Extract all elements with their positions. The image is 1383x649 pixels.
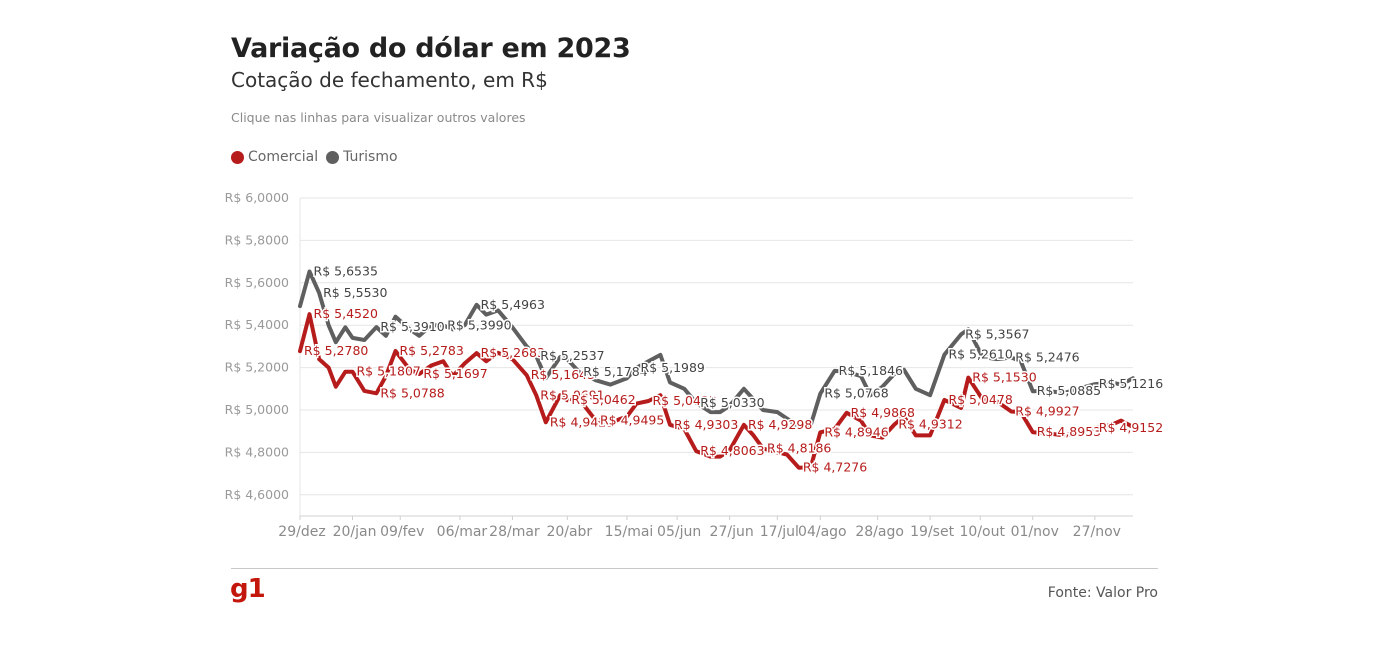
x-tick-label: 04/ago [798,524,847,540]
data-label-comercial: R$ 5,0691 [540,387,604,402]
data-label-comercial: R$ 4,8186 [767,440,831,455]
data-label-comercial: R$ 4,9312 [898,417,962,432]
data-label-turismo: R$ 5,1846 [839,363,903,378]
y-tick-label: R$ 5,2000 [225,360,289,375]
x-tick-label: 17/jul [760,524,799,540]
legend-label-comercial: Comercial [248,149,319,165]
y-tick-label: R$ 4,8000 [225,444,289,459]
data-label-turismo: R$ 5,1216 [1099,376,1163,391]
x-axis-tick-labels: 29/dez 20/jan 09/fev 06/mar 28/mar 20/abr 15/m… [278,516,1121,540]
y-tick-label: R$ 5,4000 [225,317,289,332]
y-tick-label: R$ 4,6000 [225,487,289,502]
data-label-comercial: R$ 4,9495 [600,413,664,428]
x-tick-label: 15/mai [605,524,654,540]
data-label-comercial: R$ 5,1807 [357,364,421,379]
data-label-comercial: R$ 5,4520 [314,306,378,321]
chart-instruction-note: Clique nas linhas para visualizar outros… [231,110,526,125]
legend-item-turismo[interactable]: Turismo [326,149,398,165]
chart-title: Variação do dólar em 2023 [231,33,631,64]
footer-divider [231,568,1158,569]
x-tick-label: 28/mar [489,524,540,540]
x-tick-label: 20/jan [333,524,377,540]
data-label-comercial: R$ 5,2683 [481,345,545,360]
data-label-comercial: R$ 4,9868 [851,405,915,420]
legend-dot-turismo [326,150,340,164]
data-label-comercial: R$ 4,8953 [1037,424,1101,439]
x-tick-label: 20/abr [546,524,592,540]
y-tick-label: R$ 6,0000 [225,190,289,205]
data-label-comercial: R$ 4,9421 [550,414,614,429]
y-tick-label: R$ 5,6000 [225,275,289,290]
data-label-turismo: R$ 5,2476 [1015,350,1079,365]
data-label-turismo: R$ 5,2537 [540,348,604,363]
data-label-comercial: R$ 4,9303 [674,417,738,432]
data-label-turismo: R$ 5,6535 [314,263,378,278]
data-label-comercial: R$ 4,9927 [1015,404,1079,419]
data-label-turismo: R$ 5,5530 [323,285,387,300]
legend-item-comercial[interactable]: Comercial [231,149,318,165]
legend-label-turismo: Turismo [343,149,398,165]
x-tick-label: 27/jun [710,524,754,540]
data-label-turismo: R$ 5,4963 [481,297,545,312]
data-label-comercial: R$ 4,8063 [700,443,764,458]
series-lines [298,269,1135,470]
y-axis-tick-labels: R$ 6,0000 R$ 5,8000 R$ 5,6000 R$ 5,4000 R$ 5… [225,190,289,502]
data-label-turismo: R$ 5,0768 [824,386,888,401]
y-tick-label: R$ 5,8000 [225,232,289,247]
data-label-turismo: R$ 5,3567 [965,326,1029,341]
data-label-comercial: R$ 5,2780 [304,343,368,358]
x-tick-label: 19/set [910,524,954,540]
x-tick-label: 27/nov [1073,524,1121,540]
data-label-comercial: R$ 5,2783 [399,343,463,358]
data-label-turismo: R$ 5,0885 [1037,383,1101,398]
chart-subtitle: Cotação de fechamento, em R$ [231,68,548,92]
x-tick-label: 09/fev [380,524,424,540]
data-label-comercial: R$ 4,9152 [1099,420,1163,435]
x-tick-label: 05/jun [657,524,701,540]
data-label-comercial: R$ 5,0478 [948,392,1012,407]
data-label-comercial: R$ 4,8946 [824,424,888,439]
legend-dot-comercial [231,150,244,164]
x-tick-label: 01/nov [1011,524,1059,540]
data-label-comercial: R$ 5,1697 [423,366,487,381]
y-tick-label: R$ 5,0000 [225,402,289,417]
g1-logo: g1 [230,574,266,604]
data-label-comercial: R$ 5,0788 [380,385,444,400]
data-label-comercial: R$ 5,1530 [972,370,1036,385]
chart-legend: Comercial Turismo [231,149,406,165]
x-tick-label: 10/out [960,524,1006,540]
data-label-turismo: R$ 5,0330 [700,395,764,410]
source-note: Fonte: Valor Pro [1047,585,1158,601]
data-label-turismo: R$ 5,2610 [948,347,1012,362]
data-label-comercial: R$ 5,0462 [571,392,635,407]
x-tick-label: 29/dez [278,524,325,540]
data-label-comercial: R$ 4,9298 [748,417,812,432]
line-chart: R$ 6,0000 R$ 5,8000 R$ 5,6000 R$ 5,4000 R$ 5… [225,190,1165,540]
x-tick-label: 06/mar [437,524,488,540]
data-label-turismo: R$ 5,3910 [380,319,444,334]
x-tick-label: 28/ago [855,524,904,540]
data-label-comercial: R$ 5,1643 [531,367,595,382]
data-label-comercial: R$ 5,0423 [652,393,716,408]
data-labels: R$ 5,4520 R$ 5,2780 R$ 5,1807 R$ 5,0788 R$ 5… [303,262,1165,476]
data-label-turismo: R$ 5,3990 [447,317,511,332]
data-label-turismo: R$ 5,1784 [583,364,647,379]
data-label-comercial: R$ 4,7276 [803,460,867,475]
data-label-turismo: R$ 5,1989 [641,360,705,375]
